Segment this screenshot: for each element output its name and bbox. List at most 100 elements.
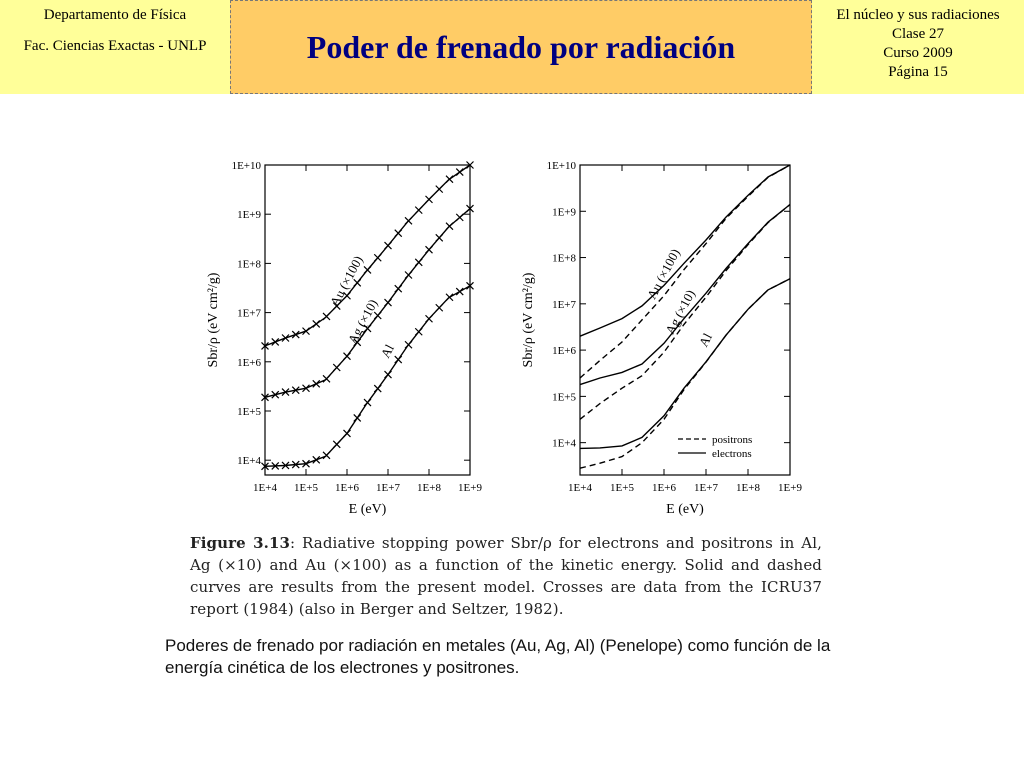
data-cross-marker bbox=[332, 440, 341, 449]
stopping-power-charts: 1E+4 1E+5 1E+6 1E+7 1E+8 1E+9 1E+4 1E+5 1E+6 1E+7… bbox=[206, 160, 802, 517]
series-name-label: Ag (×10) bbox=[662, 287, 698, 337]
data-cross-marker bbox=[353, 413, 362, 422]
data-cross-marker bbox=[373, 384, 382, 393]
data-cross-marker bbox=[466, 204, 474, 213]
x-tick-label: 1E+4 bbox=[253, 482, 277, 494]
data-cross-marker bbox=[291, 460, 300, 469]
x-tick-label: 1E+7 bbox=[694, 482, 718, 494]
y-tick-label: 1E+8 bbox=[552, 253, 576, 265]
data-cross-marker bbox=[343, 291, 351, 300]
data-cross-marker bbox=[281, 461, 290, 470]
data-cross-marker bbox=[312, 379, 321, 388]
data-cross-marker bbox=[261, 342, 269, 350]
series-name-label: Ag (×10) bbox=[345, 297, 381, 347]
header-left-panel: Departamento de Física Fac. Ciencias Exa… bbox=[0, 0, 230, 94]
data-cross-marker bbox=[384, 241, 392, 250]
series-line bbox=[579, 278, 791, 469]
data-cross-marker bbox=[312, 455, 321, 464]
figure-label: Figure 3.13 bbox=[190, 534, 291, 552]
data-cross-marker bbox=[291, 330, 300, 339]
data-cross-marker bbox=[353, 278, 362, 287]
data-cross-marker bbox=[322, 374, 331, 383]
data-cross-marker bbox=[261, 393, 269, 402]
data-cross-marker bbox=[425, 195, 433, 204]
y-tick-label: 1E+9 bbox=[237, 209, 261, 221]
data-cross-marker bbox=[343, 352, 351, 361]
y-tick-label: 1E+9 bbox=[552, 206, 576, 218]
y-tick-label: 1E+6 bbox=[552, 345, 576, 357]
data-cross-marker bbox=[332, 302, 341, 311]
legend-label: positrons bbox=[712, 434, 752, 446]
data-cross-marker bbox=[425, 314, 433, 323]
series-name-label: Al bbox=[696, 330, 716, 349]
data-cross-marker bbox=[322, 451, 331, 460]
y-tick-label: 1E+6 bbox=[237, 357, 261, 369]
series-name-label: Al bbox=[378, 341, 398, 360]
x-tick-label: 1E+5 bbox=[610, 482, 634, 494]
x-tick-label: 1E+8 bbox=[736, 482, 760, 494]
data-cross-marker bbox=[291, 386, 300, 395]
x-tick-label: 1E+7 bbox=[376, 482, 400, 494]
data-cross-marker bbox=[435, 303, 444, 312]
data-cross-marker bbox=[445, 175, 454, 184]
x-tick-label: 1E+9 bbox=[458, 482, 482, 494]
y-tick-label: 1E+10 bbox=[232, 160, 262, 172]
data-cross-marker bbox=[373, 253, 382, 262]
y-tick-label: 1E+7 bbox=[237, 308, 261, 320]
data-cross-marker bbox=[322, 312, 331, 321]
data-cross-marker bbox=[435, 185, 444, 194]
y-tick-label: 1E+5 bbox=[237, 406, 261, 418]
figure-caption: Figure 3.13: Radiative stopping power Sb… bbox=[190, 532, 822, 620]
data-cross-marker bbox=[394, 355, 403, 364]
data-cross-marker bbox=[455, 168, 464, 177]
data-cross-marker bbox=[384, 298, 392, 307]
data-cross-marker bbox=[384, 370, 392, 379]
y-tick-label: 1E+10 bbox=[547, 160, 577, 172]
data-cross-marker bbox=[363, 265, 372, 274]
x-tick-label: 1E+8 bbox=[417, 482, 441, 494]
x-tick-label: 1E+6 bbox=[335, 482, 359, 494]
data-cross-marker bbox=[466, 281, 474, 290]
series-name-label: Au (×100) bbox=[644, 246, 683, 301]
y-tick-label: 1E+4 bbox=[552, 438, 576, 450]
data-cross-marker bbox=[404, 340, 413, 349]
y-tick-label: 1E+4 bbox=[237, 455, 261, 467]
data-cross-marker bbox=[455, 287, 464, 296]
series-line bbox=[579, 203, 791, 420]
data-cross-marker bbox=[414, 206, 423, 215]
data-cross-marker bbox=[466, 161, 474, 169]
x-tick-label: 1E+6 bbox=[652, 482, 676, 494]
header-title-panel: Poder de frenado por radiación bbox=[230, 0, 812, 94]
data-cross-marker bbox=[404, 216, 413, 225]
y-axis-label: Sbr/ρ (eV cm²/g) bbox=[206, 272, 221, 367]
data-cross-marker bbox=[455, 213, 464, 222]
spanish-note: Poderes de frenado por radiación en meta… bbox=[165, 636, 831, 677]
series-line bbox=[579, 278, 791, 450]
legend-label: electrons bbox=[712, 448, 752, 460]
data-cross-marker bbox=[271, 338, 280, 346]
department-label: Departamento de Física bbox=[43, 7, 187, 23]
data-cross-marker bbox=[394, 229, 403, 238]
y-axis-label: Sbr/ρ (eV cm²/g) bbox=[521, 272, 536, 367]
data-cross-marker bbox=[281, 388, 290, 397]
data-cross-marker bbox=[445, 222, 454, 231]
x-tick-label: 1E+4 bbox=[568, 482, 592, 494]
data-cross-marker bbox=[394, 284, 403, 293]
data-cross-marker bbox=[302, 384, 310, 393]
data-cross-marker bbox=[302, 459, 310, 468]
x-axis-label: E (eV) bbox=[666, 502, 704, 517]
data-cross-marker bbox=[271, 390, 280, 399]
data-cross-marker bbox=[312, 319, 321, 328]
data-cross-marker bbox=[435, 233, 444, 242]
y-tick-label: 1E+7 bbox=[552, 299, 576, 311]
header-right-panel: El núcleo y sus radiaciones Clase 27 Cur… bbox=[812, 0, 1024, 94]
course-label: El núcleo y sus radiaciones bbox=[836, 7, 1000, 23]
page-label: Página 15 bbox=[888, 64, 948, 80]
data-cross-marker bbox=[302, 327, 310, 336]
data-cross-marker bbox=[414, 327, 423, 336]
data-cross-marker bbox=[343, 429, 351, 438]
x-tick-label: 1E+9 bbox=[778, 482, 802, 494]
plot-frame bbox=[579, 164, 791, 476]
data-cross-marker bbox=[332, 363, 341, 372]
caption-text: : Radiative stopping power Sbr/ρ for ele… bbox=[190, 534, 822, 618]
